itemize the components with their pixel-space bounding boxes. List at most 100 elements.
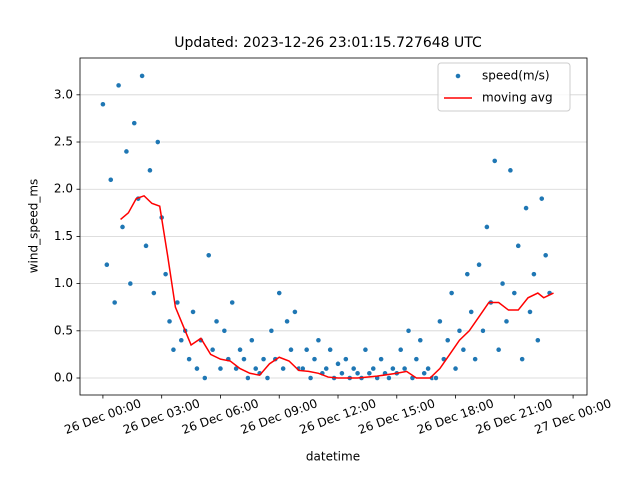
scatter-point (362, 346, 369, 353)
moving-avg-line (120, 194, 554, 379)
scatter-point (472, 356, 479, 363)
scatter-point (491, 157, 498, 164)
scatter-point (386, 375, 392, 381)
scatter-point (460, 346, 467, 353)
scatter-point (303, 346, 310, 353)
scatter-point (511, 290, 518, 296)
scatter-point (268, 327, 275, 334)
chart-title: Updated: 2023-12-26 23:01:15.727648 UTC (174, 35, 482, 51)
scatter-point (288, 346, 294, 353)
scatter-point (111, 299, 118, 306)
legend-label: speed(m/s) (482, 69, 550, 83)
scatter-point (401, 365, 408, 372)
scatter-point (229, 299, 236, 306)
scatter-point (527, 309, 533, 315)
scatter-point (154, 139, 161, 145)
scatter-point (119, 224, 126, 230)
legend-box (437, 62, 571, 112)
scatter-point (448, 290, 455, 296)
scatter-point (280, 365, 287, 372)
scatter-point (323, 365, 330, 372)
scatter-point (523, 205, 529, 211)
scatter-point (284, 318, 290, 325)
scatter-point (115, 82, 122, 89)
scatter-point (311, 356, 318, 363)
scatter-point (276, 290, 283, 296)
y-tick-label: 1.5 (54, 229, 73, 243)
scatter-point (150, 290, 157, 296)
scatter-point (542, 252, 549, 259)
scatter-point (425, 365, 432, 372)
scatter-point (213, 318, 220, 325)
scatter-point (244, 375, 251, 381)
scatter-point (335, 360, 341, 367)
scatter-point (464, 271, 471, 278)
scatter-point (123, 148, 130, 155)
y-tick-label: 0.0 (54, 371, 73, 385)
scatter-point (444, 337, 451, 344)
scatter-point (342, 356, 349, 363)
scatter-point (162, 271, 169, 278)
scatter-point (480, 327, 486, 334)
scatter-point (538, 195, 545, 202)
scatter-point (389, 365, 396, 372)
legend-label: moving avg (482, 91, 553, 105)
scatter-point (468, 309, 475, 315)
scatter-point (339, 370, 345, 377)
scatter-point (127, 280, 134, 287)
scatter-point (397, 346, 404, 353)
scatter-point (252, 365, 259, 372)
y-tick-label: 0.5 (54, 323, 73, 337)
scatter-point (378, 356, 385, 363)
y-tick-label: 1.0 (54, 276, 73, 290)
scatter-point (166, 318, 173, 325)
scatter-point (170, 346, 177, 353)
scatter-point (350, 365, 357, 372)
y-axis-label: wind_speed_ms (27, 179, 41, 274)
scatter-point (221, 327, 228, 334)
scatter-point (307, 375, 314, 381)
scatter-point (178, 337, 185, 344)
scatter-point (354, 370, 361, 377)
scatter-point (143, 242, 149, 249)
scatter-point (131, 120, 138, 127)
scatter-point (107, 176, 114, 183)
scatter-point (237, 346, 243, 353)
scatter-point (147, 167, 153, 174)
axes-frame (79, 57, 588, 396)
scatter-point (103, 261, 110, 268)
scatter-point (531, 271, 537, 278)
scatter-point (366, 370, 373, 377)
y-tick-label: 3.0 (54, 87, 73, 101)
scatter-point (209, 346, 216, 353)
scatter-point (452, 365, 459, 372)
scatter-point (405, 327, 412, 334)
scatter-point (507, 167, 514, 174)
scatter-point (186, 356, 193, 363)
scatter-point (534, 337, 541, 344)
scatter-point (436, 318, 443, 325)
y-tick-label: 2.0 (54, 182, 73, 196)
y-tick-label: 2.5 (54, 135, 73, 149)
scatter-point (476, 261, 482, 268)
scatter-point (241, 356, 247, 363)
scatter-point (413, 356, 420, 363)
scatter-point (433, 375, 439, 381)
scatter-point (139, 73, 146, 79)
scatter-point (327, 346, 334, 353)
scatter-point (483, 224, 490, 230)
legend-marker (455, 73, 461, 79)
scatter-point (499, 280, 506, 287)
scatter-point (205, 252, 212, 259)
scatter-point (217, 365, 224, 372)
scatter-point (515, 242, 522, 249)
scatter-point (194, 365, 200, 372)
scatter-point (519, 356, 526, 363)
scatter-point (100, 101, 106, 108)
scatter-point (190, 309, 196, 315)
scatter-point (495, 346, 502, 353)
x-axis-label: datetime (306, 450, 360, 464)
scatter-point (260, 356, 267, 363)
scatter-point (417, 337, 424, 344)
